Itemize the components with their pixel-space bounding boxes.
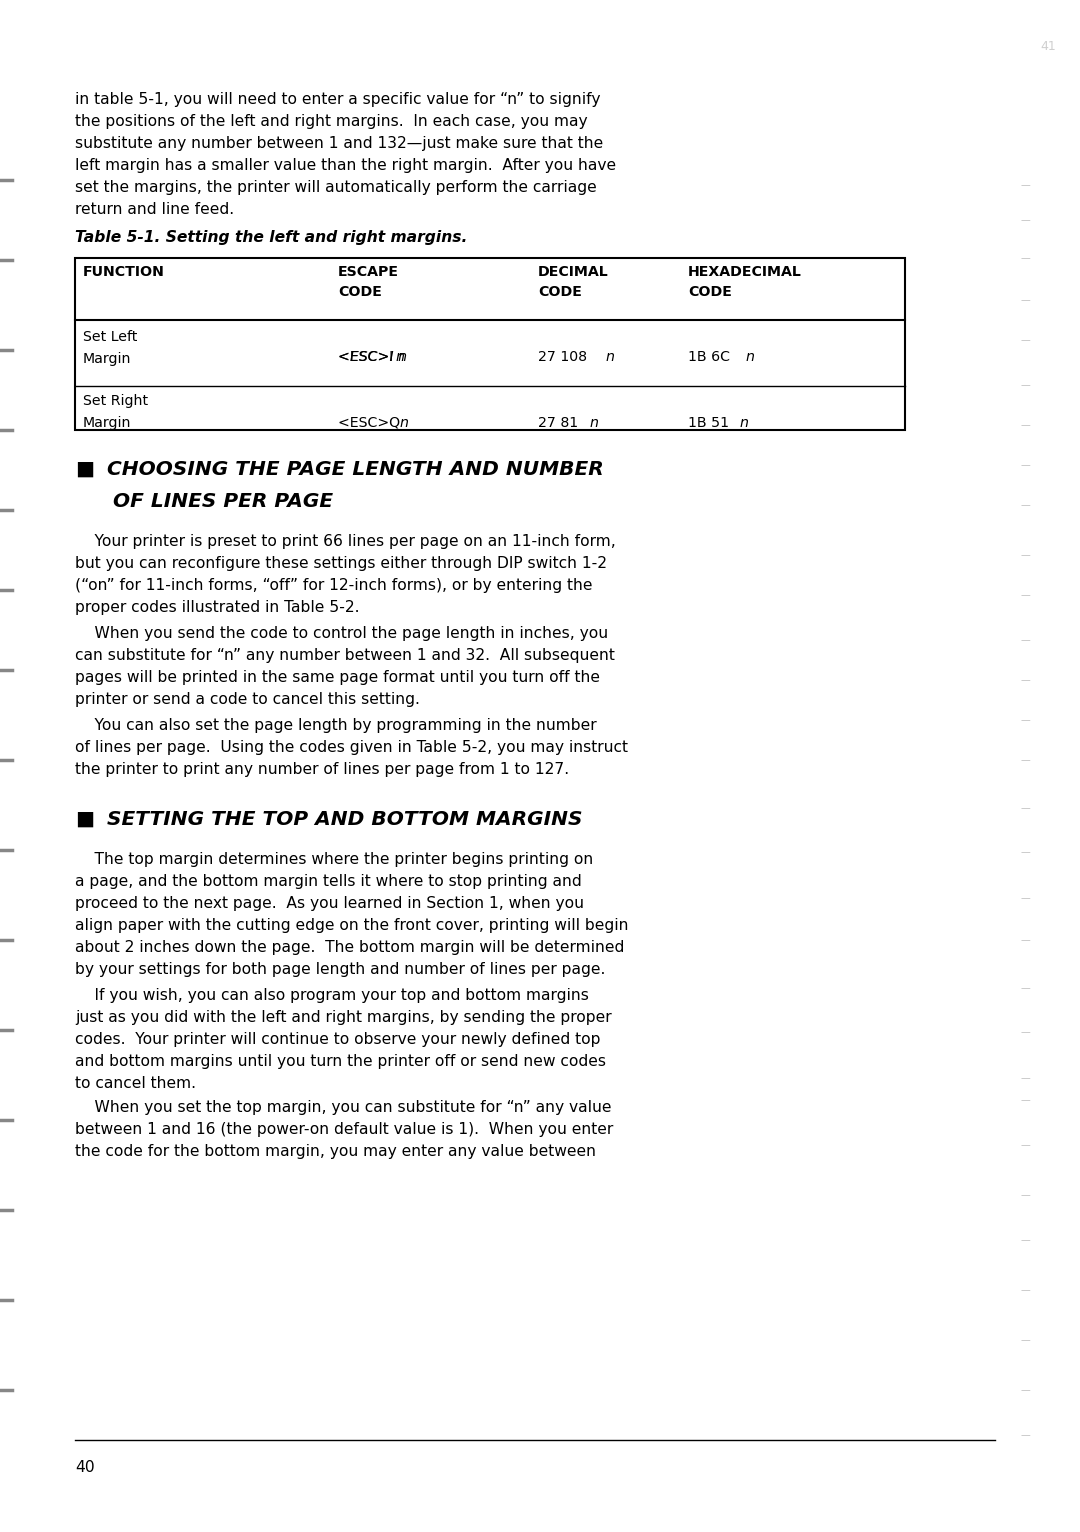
Text: SETTING THE TOP AND BOTTOM MARGINS: SETTING THE TOP AND BOTTOM MARGINS	[107, 810, 582, 829]
Text: n: n	[605, 349, 615, 365]
Text: but you can reconfigure these settings either through DIP switch 1-2: but you can reconfigure these settings e…	[75, 556, 607, 571]
Text: —: —	[1021, 1334, 1030, 1345]
Text: You can also set the page length by programming in the number: You can also set the page length by prog…	[75, 719, 596, 732]
Text: —: —	[1021, 1026, 1030, 1037]
Text: left margin has a smaller value than the right margin.  After you have: left margin has a smaller value than the…	[75, 158, 616, 173]
Text: Margin: Margin	[83, 352, 132, 366]
Text: —: —	[1021, 984, 1030, 993]
Text: <ESC>I n: <ESC>I n	[338, 349, 407, 365]
Text: —: —	[1021, 214, 1030, 225]
Text: —: —	[1021, 634, 1030, 645]
Text: and bottom margins until you turn the printer off or send new codes: and bottom margins until you turn the pr…	[75, 1054, 606, 1069]
Text: set the margins, the printer will automatically perform the carriage: set the margins, the printer will automa…	[75, 179, 597, 195]
Text: When you send the code to control the page length in inches, you: When you send the code to control the pa…	[75, 627, 608, 640]
Text: n: n	[396, 349, 405, 365]
Text: proper codes illustrated in Table 5-2.: proper codes illustrated in Table 5-2.	[75, 601, 360, 614]
Text: the code for the bottom margin, you may enter any value between: the code for the bottom margin, you may …	[75, 1144, 596, 1160]
Text: just as you did with the left and right margins, by sending the proper: just as you did with the left and right …	[75, 1010, 611, 1025]
Text: proceed to the next page.  As you learned in Section 1, when you: proceed to the next page. As you learned…	[75, 896, 584, 912]
Text: —: —	[1021, 296, 1030, 305]
Text: n: n	[400, 417, 409, 430]
Text: DECIMAL: DECIMAL	[538, 265, 609, 279]
Text: in table 5-1, you will need to enter a specific value for “n” to signify: in table 5-1, you will need to enter a s…	[75, 92, 600, 107]
Text: n: n	[745, 349, 754, 365]
Text: 27 108: 27 108	[538, 349, 592, 365]
Text: align paper with the cutting edge on the front cover, printing will begin: align paper with the cutting edge on the…	[75, 918, 629, 933]
Text: CODE: CODE	[538, 285, 582, 299]
Text: (“on” for 11-inch forms, “off” for 12-inch forms), or by entering the: (“on” for 11-inch forms, “off” for 12-in…	[75, 578, 593, 593]
Text: to cancel them.: to cancel them.	[75, 1075, 195, 1091]
Text: of lines per page.  Using the codes given in Table 5-2, you may instruct: of lines per page. Using the codes given…	[75, 740, 627, 755]
Text: the positions of the left and right margins.  In each case, you may: the positions of the left and right marg…	[75, 113, 588, 129]
Text: —: —	[1021, 715, 1030, 725]
Text: —: —	[1021, 1072, 1030, 1083]
Text: return and line feed.: return and line feed.	[75, 202, 234, 218]
Text: CHOOSING THE PAGE LENGTH AND NUMBER: CHOOSING THE PAGE LENGTH AND NUMBER	[107, 460, 604, 480]
Text: —: —	[1021, 893, 1030, 902]
Text: FUNCTION: FUNCTION	[83, 265, 165, 279]
Text: codes.  Your printer will continue to observe your newly defined top: codes. Your printer will continue to obs…	[75, 1033, 600, 1046]
Text: CODE: CODE	[688, 285, 732, 299]
Text: ■: ■	[75, 460, 94, 480]
Text: by your settings for both page length and number of lines per page.: by your settings for both page length an…	[75, 962, 606, 977]
Text: —: —	[1021, 179, 1030, 190]
Text: When you set the top margin, you can substitute for “n” any value: When you set the top margin, you can sub…	[75, 1100, 611, 1115]
Text: OF LINES PER PAGE: OF LINES PER PAGE	[113, 492, 333, 512]
Text: between 1 and 16 (the power-on default value is 1).  When you enter: between 1 and 16 (the power-on default v…	[75, 1121, 613, 1137]
Text: —: —	[1021, 1285, 1030, 1295]
Text: 27 81: 27 81	[538, 417, 582, 430]
Text: n: n	[739, 417, 748, 430]
Text: —: —	[1021, 1385, 1030, 1396]
Text: Your printer is preset to print 66 lines per page on an 11-inch form,: Your printer is preset to print 66 lines…	[75, 535, 616, 548]
Text: The top margin determines where the printer begins printing on: The top margin determines where the prin…	[75, 852, 593, 867]
Text: CODE: CODE	[338, 285, 382, 299]
Text: —: —	[1021, 847, 1030, 856]
Text: printer or send a code to cancel this setting.: printer or send a code to cancel this se…	[75, 692, 420, 706]
Text: ESCAPE: ESCAPE	[338, 265, 399, 279]
Text: —: —	[1021, 803, 1030, 813]
Text: 1B 6C: 1B 6C	[688, 349, 734, 365]
Text: —: —	[1021, 1429, 1030, 1440]
Text: pages will be printed in the same page format until you turn off the: pages will be printed in the same page f…	[75, 669, 600, 685]
Text: If you wish, you can also program your top and bottom margins: If you wish, you can also program your t…	[75, 988, 589, 1003]
Text: —: —	[1021, 935, 1030, 945]
Text: —: —	[1021, 1235, 1030, 1246]
Bar	[75, 257, 905, 430]
Text: —: —	[1021, 1190, 1030, 1200]
Text: n: n	[590, 417, 599, 430]
Text: —: —	[1021, 420, 1030, 430]
Text: —: —	[1021, 460, 1030, 470]
Text: 1B 51: 1B 51	[688, 417, 733, 430]
Text: HEXADECIMAL: HEXADECIMAL	[688, 265, 801, 279]
Text: Table 5-1. Setting the left and right margins.: Table 5-1. Setting the left and right ma…	[75, 230, 468, 245]
Text: Set Right: Set Right	[83, 394, 148, 408]
Text: a page, and the bottom margin tells it where to stop printing and: a page, and the bottom margin tells it w…	[75, 873, 582, 889]
Text: the printer to print any number of lines per page from 1 to 127.: the printer to print any number of lines…	[75, 761, 569, 777]
Text: <ESC>I: <ESC>I	[338, 349, 397, 365]
Text: —: —	[1021, 253, 1030, 264]
Text: —: —	[1021, 590, 1030, 601]
Text: —: —	[1021, 755, 1030, 764]
Text: —: —	[1021, 380, 1030, 391]
Text: 41: 41	[1040, 40, 1056, 54]
Text: —: —	[1021, 550, 1030, 561]
Text: —: —	[1021, 1095, 1030, 1105]
Text: Margin: Margin	[83, 417, 132, 430]
Text: substitute any number between 1 and 132—just make sure that the: substitute any number between 1 and 132—…	[75, 136, 604, 152]
Text: —: —	[1021, 336, 1030, 345]
Text: <ESC>Q: <ESC>Q	[338, 417, 405, 430]
Text: about 2 inches down the page.  The bottom margin will be determined: about 2 inches down the page. The bottom…	[75, 941, 624, 954]
Text: ■: ■	[75, 810, 94, 829]
Text: can substitute for “n” any number between 1 and 32.  All subsequent: can substitute for “n” any number betwee…	[75, 648, 615, 663]
Text: Set Left: Set Left	[83, 329, 137, 345]
Text: —: —	[1021, 676, 1030, 685]
Text: —: —	[1021, 499, 1030, 510]
Text: —: —	[1021, 1140, 1030, 1151]
Text: 40: 40	[75, 1460, 95, 1475]
